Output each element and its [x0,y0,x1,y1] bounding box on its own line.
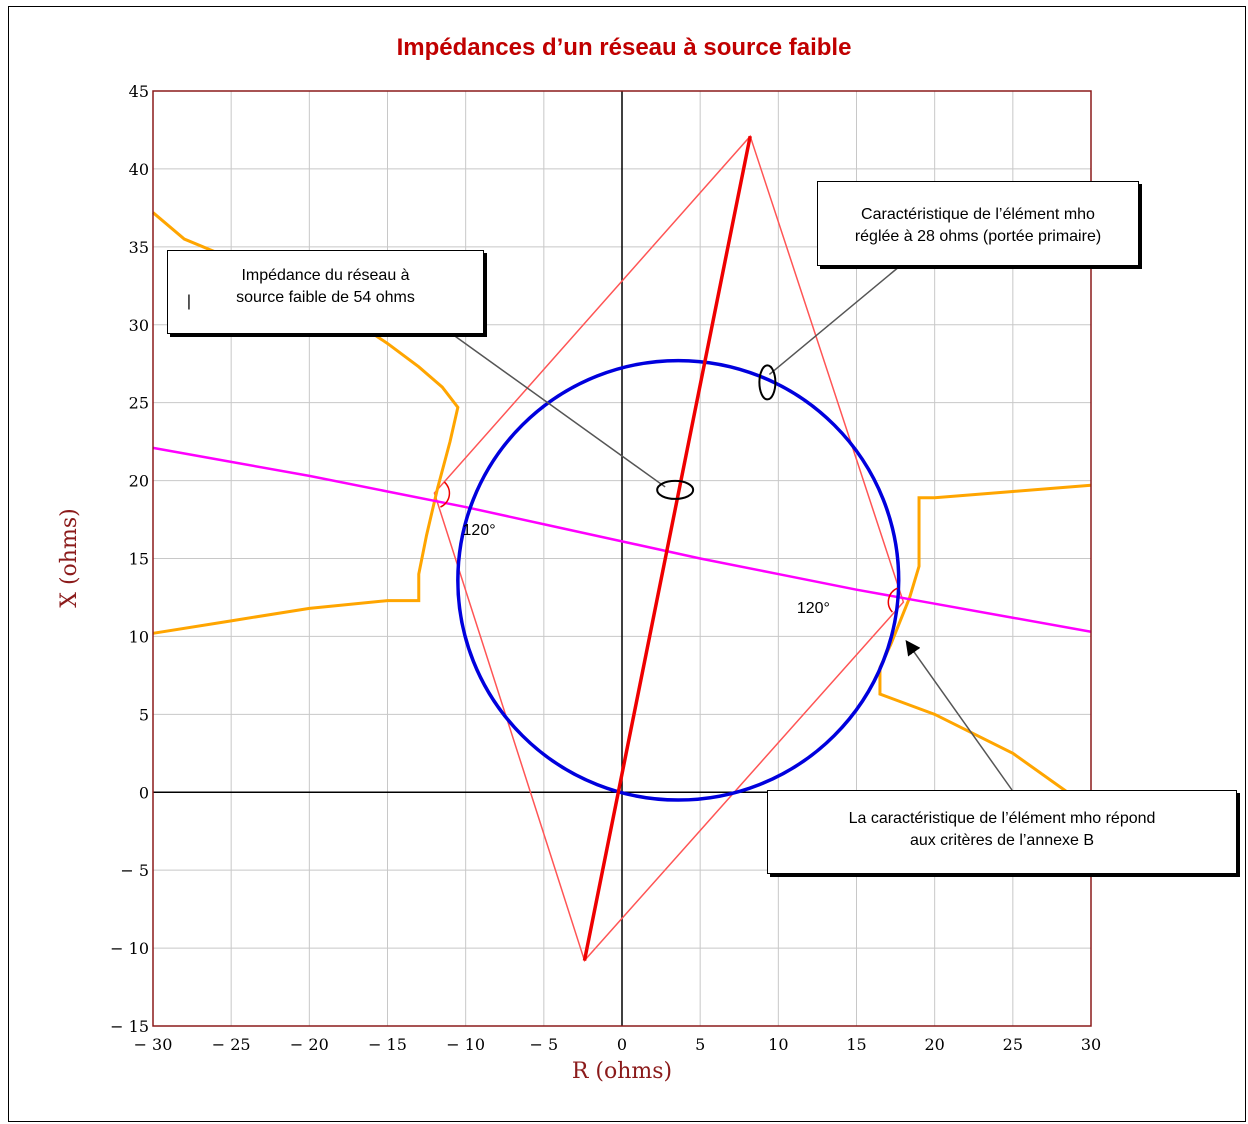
text-cursor-mark: | [186,293,192,310]
y-tick-label: 15 [129,550,149,569]
callout-mho-line-1: Caractéristique de l’élément mho [861,206,1095,223]
y-tick-label: 20 [129,472,149,491]
mho-circle-series [456,358,901,802]
marker-ellipse-network [656,479,695,500]
callout-leaders [451,265,1013,791]
marker-ellipse-mho [758,364,777,401]
line-impedance-series [582,135,752,961]
tick-labels: − 30 − 25 − 20 − 15 − 10 − 5 0 5 10 15 20 25 30 45 40 3… [110,82,1101,1054]
callout-network-line-1: Impédance du réseau à [241,267,410,284]
y-tick-label: 10 [129,627,149,646]
x-tick-label: 0 [617,1035,627,1054]
y-axis-label: X (ohms) [57,508,82,607]
leader-line-mho [768,265,901,375]
y-tick-label: 30 [129,316,149,335]
y-tick-label: − 5 [120,861,149,880]
x-tick-label: − 20 [290,1035,329,1054]
callout-network-impedance: Impédance du réseau à source faible de 5… [167,250,484,334]
angle-label-120: 120° [463,522,496,539]
y-tick-label: 25 [129,394,149,413]
x-tick-label: 10 [768,1035,788,1054]
y-tick-label: − 15 [110,1017,149,1036]
y-tick-label: 0 [139,783,149,802]
chart-title: Impédances d’un réseau à source faible [396,34,852,61]
y-tick-label: 40 [129,160,149,179]
callout-annex-line-2: aux critères de l’annexe B [909,832,1095,849]
callout-mho-line-2: réglée à 28 ohms (portée primaire) [854,228,1102,245]
x-tick-label: − 10 [446,1035,485,1054]
callout-mho-characteristic: Caractéristique de l’élément mho réglée … [817,181,1139,266]
x-tick-label: − 15 [368,1035,407,1054]
y-tick-label: 5 [139,705,149,724]
x-tick-label: 30 [1081,1035,1101,1054]
y-tick-label: 45 [129,82,149,101]
x-tick-label: − 5 [529,1035,558,1054]
angle-label-120: 120° [797,600,830,617]
impedance-locus-right [878,483,1092,794]
x-axis-label: R (ohms) [572,1059,672,1084]
callout-network-line-2: source faible de 54 ohms [236,289,415,306]
y-tick-label: 35 [129,238,149,257]
load-line-series [152,446,1092,633]
x-tick-label: 20 [924,1035,944,1054]
plot-border [152,90,1092,1027]
leader-arrow-annex [905,639,1013,791]
angle-arc-left [440,481,451,508]
x-tick-label: − 30 [134,1035,173,1054]
y-tick-label: − 10 [110,939,149,958]
x-tick-label: 25 [1003,1035,1023,1054]
angle-arc-right [887,587,898,613]
x-tick-label: − 25 [212,1035,251,1054]
callout-annex-line-1: La caractéristique de l’élément mho répo… [848,810,1156,827]
callout-annex-b: La caractéristique de l’élément mho répo… [767,790,1237,874]
leader-line-network [451,333,666,488]
x-tick-label: 5 [695,1035,705,1054]
annotations: 120° 120° [440,481,898,617]
x-tick-label: 15 [846,1035,866,1054]
